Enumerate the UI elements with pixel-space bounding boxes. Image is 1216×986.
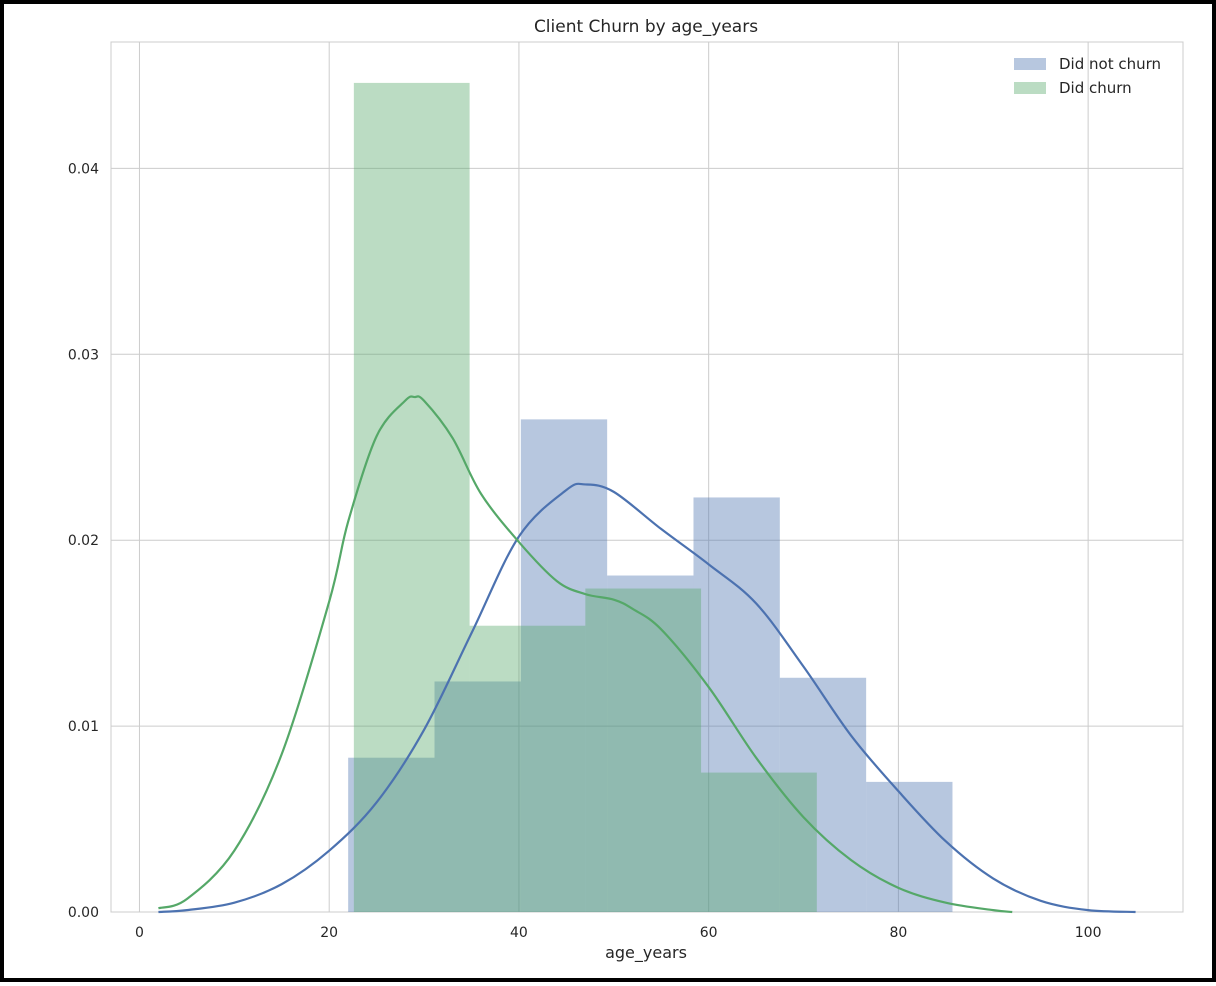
x-axis-ticks: 0 20 40 60 80 100 [135,925,1102,941]
x-tick-label: 60 [700,925,718,941]
kde-curves [158,395,1136,914]
x-tick-label: 40 [510,925,528,941]
y-tick-label: 0.01 [68,719,99,735]
bar-did-churn [469,625,586,912]
bar-did-churn [585,588,702,912]
histogram-chart: 0 20 40 60 80 100 0.00 0.01 0.02 0.03 0.04 Client… [68,17,1184,963]
x-tick-label: 100 [1075,925,1102,941]
y-tick-label: 0.02 [68,533,99,549]
chart-title: Client Churn by age_years [534,17,758,37]
x-tick-label: 0 [135,925,144,941]
x-axis-label: age_years [605,943,687,963]
bar-did-not-churn [434,681,521,912]
bar-did-not-churn [693,497,780,912]
bar-did-not-churn [779,677,867,912]
y-tick-label: 0.00 [68,905,99,921]
plot-area [110,41,1184,913]
legend-label: Did not churn [1059,55,1161,73]
y-axis-ticks: 0.00 0.01 0.02 0.03 0.04 [68,161,99,921]
legend-swatch [1014,82,1046,94]
y-tick-label: 0.04 [68,161,99,177]
kde-line-did-not-churn [158,482,1136,914]
y-tick-label: 0.03 [68,347,99,363]
legend: Did not churn Did churn [1014,55,1161,97]
x-tick-label: 20 [320,925,338,941]
bar-did-not-churn [607,575,694,912]
legend-swatch [1014,58,1046,70]
bar-did-not-churn [520,419,608,912]
bar-did-churn [701,772,817,912]
histogram-bars [348,82,953,912]
legend-label: Did churn [1059,79,1132,97]
kde-line-did-churn [158,395,1013,914]
bar-did-churn [353,82,470,912]
x-tick-label: 80 [889,925,907,941]
